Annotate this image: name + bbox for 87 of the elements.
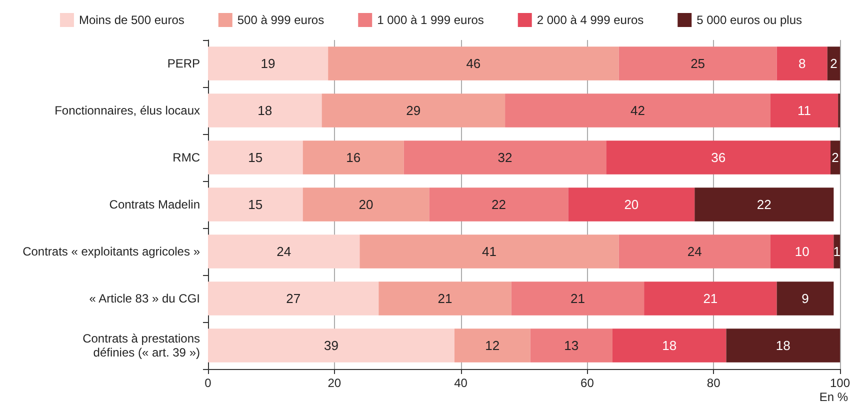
data-label: 42 bbox=[630, 103, 645, 118]
bar bbox=[830, 140, 840, 174]
x-tick-label: 80 bbox=[706, 376, 721, 390]
x-axis-title: En % bbox=[819, 390, 848, 404]
data-label: 2 bbox=[830, 56, 838, 71]
data-label: 21 bbox=[570, 291, 585, 306]
data-label: 15 bbox=[248, 197, 263, 212]
data-label: 24 bbox=[687, 244, 702, 259]
data-label: 27 bbox=[286, 291, 301, 306]
y-tick-label: PERP bbox=[167, 56, 200, 70]
data-label: 10 bbox=[794, 244, 810, 259]
bar bbox=[328, 46, 619, 80]
bar bbox=[208, 46, 328, 80]
data-label: 41 bbox=[482, 244, 496, 259]
bar bbox=[322, 94, 506, 128]
legend-label: 1 000 à 1 999 euros bbox=[377, 13, 484, 27]
data-label: 20 bbox=[624, 197, 639, 212]
y-tick-label: Contrats à prestations définies (« art. 39 ») bbox=[82, 332, 200, 360]
bar bbox=[454, 328, 530, 362]
y-tick-label: Contrats Madelin bbox=[109, 198, 200, 212]
data-label: 18 bbox=[662, 338, 677, 353]
bar bbox=[776, 282, 834, 316]
bar bbox=[834, 234, 840, 268]
x-tick-label: 0 bbox=[204, 376, 212, 390]
bar bbox=[644, 282, 777, 316]
x-tick-label: 40 bbox=[454, 376, 468, 390]
data-label: 1 bbox=[833, 244, 840, 259]
y-tick-label: RMC bbox=[172, 150, 200, 164]
bar bbox=[618, 46, 777, 80]
bar bbox=[568, 188, 695, 222]
data-label: 39 bbox=[324, 338, 338, 353]
bar bbox=[208, 234, 360, 268]
bar bbox=[694, 188, 834, 222]
bar bbox=[770, 234, 834, 268]
bar bbox=[360, 234, 619, 268]
bar bbox=[776, 46, 828, 80]
bar bbox=[726, 328, 840, 362]
bar bbox=[208, 94, 322, 128]
data-label: 12 bbox=[485, 338, 500, 353]
bar bbox=[302, 140, 404, 174]
bar bbox=[429, 188, 568, 222]
data-label: 18 bbox=[258, 103, 272, 118]
bar bbox=[530, 328, 612, 362]
x-tick-label: 60 bbox=[580, 376, 594, 390]
data-label: 15 bbox=[248, 150, 263, 165]
bar bbox=[208, 140, 303, 174]
data-label: 11 bbox=[798, 103, 812, 118]
bar bbox=[612, 328, 726, 362]
bar bbox=[378, 282, 512, 316]
data-label: 20 bbox=[358, 197, 374, 212]
y-tick-label: Fonctionnaires, élus locaux bbox=[54, 104, 200, 118]
bar bbox=[618, 234, 770, 268]
y-tick-label: « Article 83 » du CGI bbox=[89, 292, 200, 306]
data-label: 25 bbox=[690, 56, 706, 71]
data-label: 13 bbox=[564, 338, 579, 353]
bar bbox=[208, 282, 379, 316]
bar bbox=[505, 94, 770, 128]
legend-label: 2 000 à 4 999 euros bbox=[536, 13, 644, 27]
x-tick-label: 20 bbox=[328, 376, 342, 390]
data-label: 9 bbox=[802, 291, 809, 306]
bar bbox=[404, 140, 606, 174]
data-label: 21 bbox=[438, 291, 452, 306]
legend-label: 5 000 euros ou plus bbox=[696, 13, 802, 27]
data-label: 21 bbox=[703, 291, 718, 306]
y-tick-label: Contrats « exploitants agricoles » bbox=[22, 244, 200, 258]
data-label: 16 bbox=[346, 150, 361, 165]
data-label: 22 bbox=[491, 197, 506, 212]
bar bbox=[511, 282, 644, 316]
data-label: 2 bbox=[832, 150, 839, 165]
bar bbox=[770, 94, 838, 128]
data-label: 18 bbox=[776, 338, 790, 353]
bar bbox=[208, 188, 303, 222]
data-label: 22 bbox=[756, 197, 772, 212]
x-tick-label: 100 bbox=[830, 376, 850, 390]
bar bbox=[208, 328, 454, 362]
data-label: 46 bbox=[466, 56, 481, 71]
bar bbox=[827, 46, 840, 80]
data-label: 29 bbox=[406, 103, 421, 118]
legend-label: Moins de 500 euros bbox=[78, 13, 184, 27]
data-label: 36 bbox=[711, 150, 726, 165]
data-label: 32 bbox=[498, 150, 512, 165]
data-label: 8 bbox=[798, 56, 806, 71]
data-label: 24 bbox=[276, 244, 292, 259]
bar bbox=[606, 140, 831, 174]
legend-label: 500 à 999 euros bbox=[237, 13, 324, 27]
bar bbox=[302, 188, 430, 222]
data-label: 19 bbox=[260, 56, 276, 71]
